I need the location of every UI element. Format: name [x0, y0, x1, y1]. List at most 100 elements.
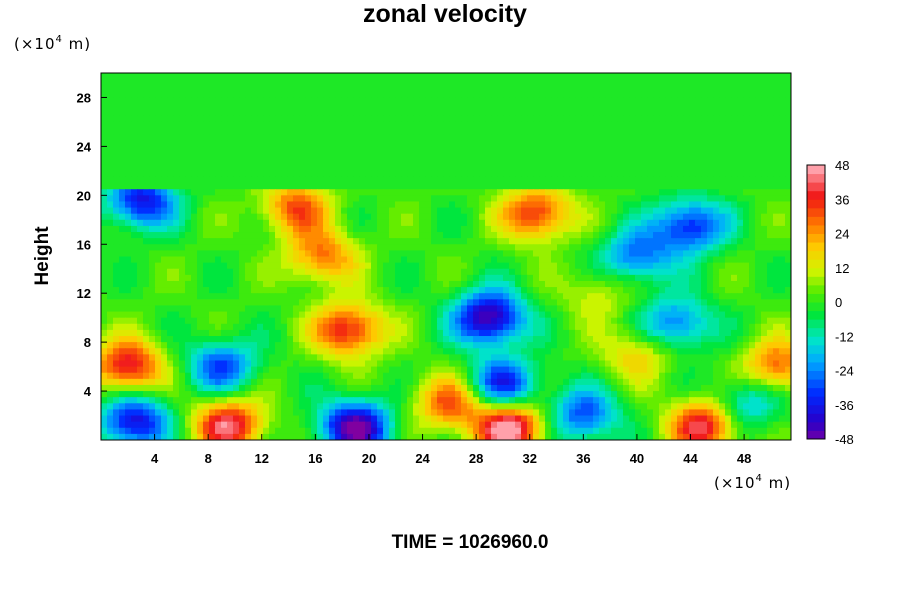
heatmap-cell [539, 79, 546, 86]
heatmap-cell [263, 244, 270, 251]
heatmap-cell [425, 207, 432, 215]
heatmap-cell [437, 146, 444, 154]
heatmap-cell [365, 109, 372, 117]
heatmap-cell [587, 183, 594, 190]
heatmap-cell [125, 91, 132, 99]
heatmap-cell [161, 97, 168, 105]
heatmap-cell [425, 201, 432, 209]
heatmap-cell [413, 219, 420, 227]
heatmap-cell [401, 219, 408, 227]
heatmap-cell [479, 91, 486, 99]
heatmap-cell [635, 244, 642, 251]
heatmap-cell [593, 73, 600, 80]
heatmap-cell [449, 299, 456, 307]
heatmap-cell [689, 280, 696, 288]
heatmap-cell [665, 219, 672, 227]
heatmap-cell [353, 152, 360, 160]
heatmap-cell [299, 152, 306, 160]
heatmap-cell [425, 280, 432, 288]
heatmap-cell [761, 195, 768, 203]
heatmap-cell [563, 170, 570, 178]
heatmap-cell [743, 134, 750, 141]
heatmap-cell [515, 323, 522, 331]
heatmap-cell [653, 128, 660, 135]
heatmap-cell [773, 134, 780, 141]
heatmap-cell [683, 170, 690, 178]
heatmap-cell [155, 207, 162, 215]
heatmap-cell [413, 91, 420, 99]
heatmap-cell [755, 274, 762, 282]
heatmap-cell [713, 97, 720, 105]
heatmap-cell [245, 158, 252, 166]
heatmap-cell [785, 305, 791, 313]
heatmap-cell [119, 323, 126, 331]
heatmap-cell [323, 225, 330, 233]
heatmap-cell [611, 189, 618, 196]
heatmap-cell [389, 323, 396, 331]
heatmap-cell [197, 250, 204, 258]
heatmap-cell [377, 329, 384, 337]
heatmap-cell [239, 128, 246, 135]
heatmap-cell [101, 311, 108, 319]
heatmap-cell [743, 238, 750, 245]
heatmap-cell [605, 121, 612, 129]
heatmap-cell [353, 232, 360, 239]
heatmap-cell [179, 189, 186, 196]
heatmap-cell [209, 323, 216, 331]
heatmap-cell [209, 317, 216, 325]
heatmap-cell [545, 152, 552, 160]
heatmap-cell [137, 176, 144, 184]
heatmap-cell [479, 183, 486, 190]
heatmap-cell [443, 274, 450, 282]
heatmap-cell [107, 293, 114, 300]
heatmap-cell [581, 213, 588, 221]
heatmap-cell [503, 244, 510, 251]
heatmap-cell [491, 97, 498, 105]
heatmap-cell [269, 311, 276, 319]
heatmap-cell [533, 287, 540, 294]
heatmap-cell [653, 134, 660, 141]
heatmap-cell [671, 262, 678, 270]
heatmap-cell [533, 311, 540, 319]
heatmap-cell [521, 323, 528, 331]
heatmap-cell [179, 146, 186, 154]
heatmap-cell [731, 207, 738, 215]
heatmap-cell [755, 128, 762, 135]
heatmap-cell [629, 213, 636, 221]
heatmap-cell [761, 293, 768, 300]
heatmap-cell [365, 152, 372, 160]
heatmap-cell [731, 176, 738, 184]
heatmap-cell [587, 225, 594, 233]
heatmap-cell [761, 176, 768, 184]
heatmap-cell [323, 189, 330, 196]
heatmap-cell [557, 134, 564, 141]
heatmap-cell [113, 268, 120, 276]
heatmap-cell [287, 201, 294, 209]
heatmap-cell [269, 225, 276, 233]
heatmap-cell [161, 219, 168, 227]
heatmap-cell [419, 158, 426, 166]
heatmap-cell [245, 79, 252, 86]
heatmap-cell [569, 195, 576, 203]
heatmap-cell [635, 268, 642, 276]
heatmap-cell [623, 213, 630, 221]
heatmap-cell [713, 323, 720, 331]
heatmap-cell [137, 115, 144, 123]
heatmap-cell [191, 91, 198, 99]
heatmap-cell [407, 317, 414, 325]
heatmap-cell [113, 164, 120, 172]
heatmap-cell [137, 183, 144, 190]
heatmap-cell [497, 329, 504, 337]
heatmap-cell [683, 280, 690, 288]
heatmap-cell [437, 140, 444, 147]
heatmap-cell [431, 195, 438, 203]
heatmap-cell [275, 134, 282, 141]
heatmap-cell [719, 146, 726, 154]
heatmap-cell [107, 323, 114, 331]
heatmap-cell [125, 176, 132, 184]
heatmap-cell [629, 109, 636, 117]
heatmap-cell [593, 91, 600, 99]
heatmap-cell [503, 219, 510, 227]
heatmap-cell [185, 97, 192, 105]
heatmap-cell [203, 189, 210, 196]
